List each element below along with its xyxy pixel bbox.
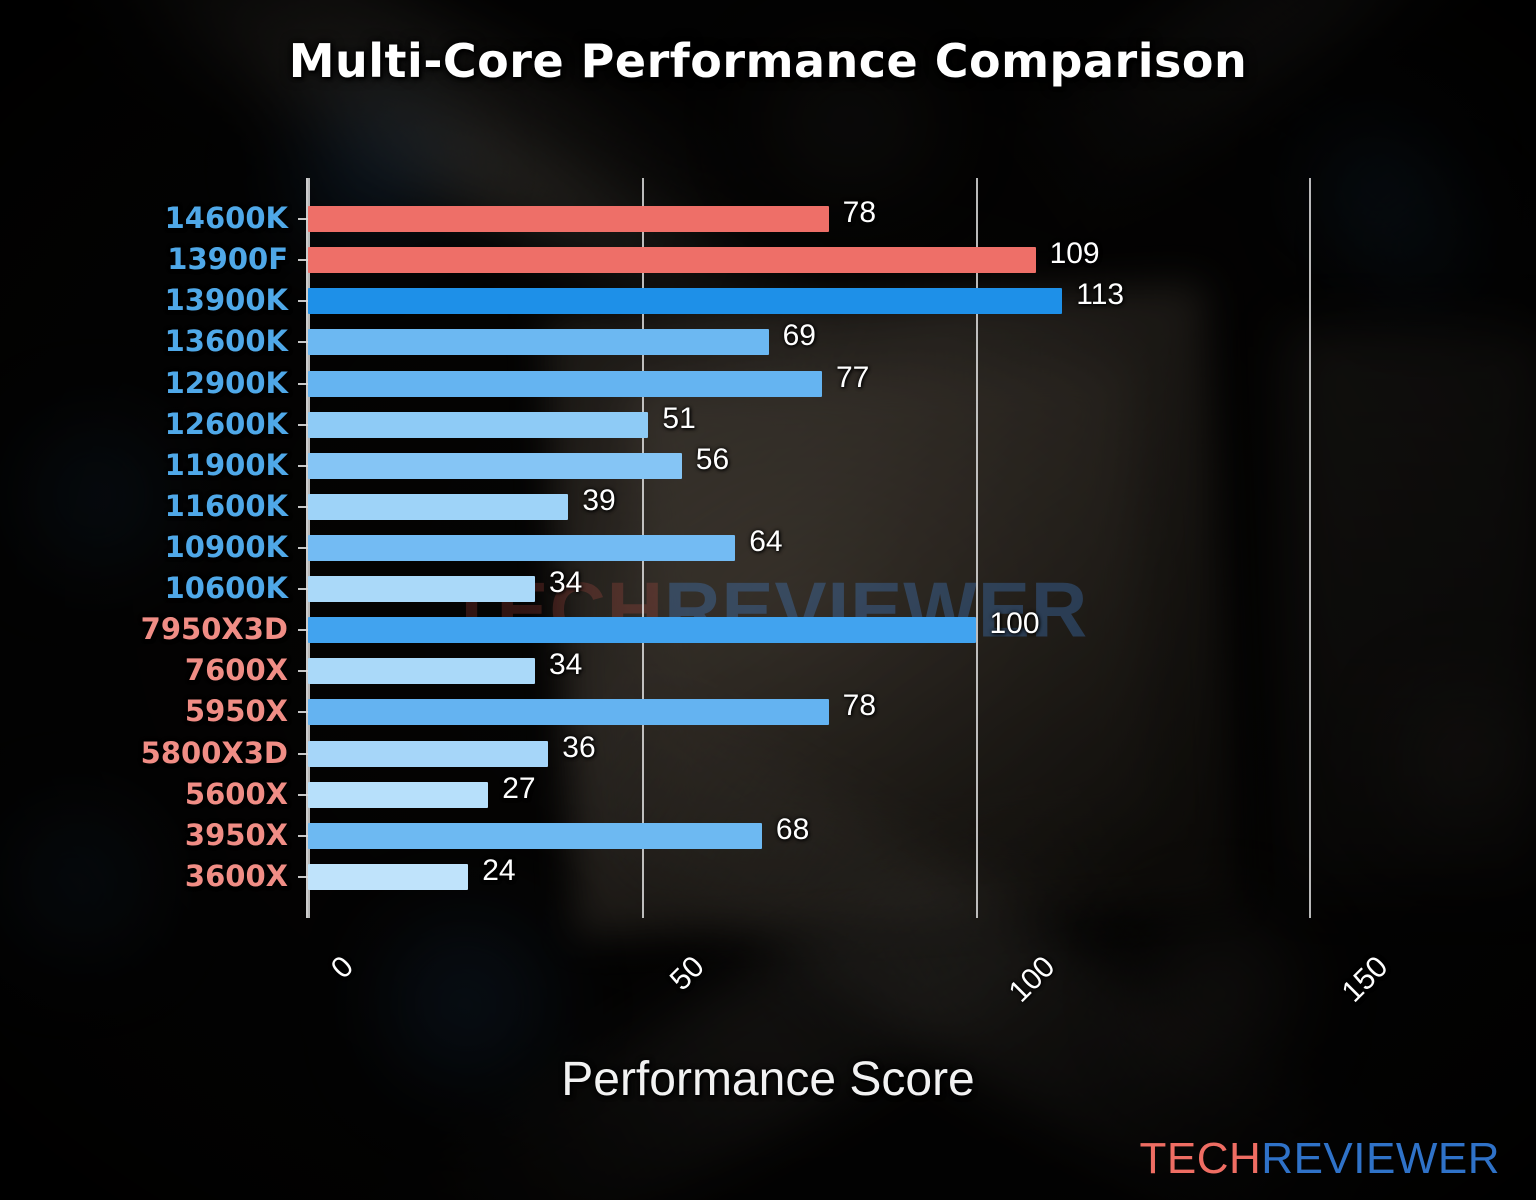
y-axis-label-13600K: 13600K xyxy=(164,324,288,359)
y-axis-label-13900F: 13900F xyxy=(167,242,288,277)
bar-13900K[interactable] xyxy=(308,288,1063,315)
y-axis-label-14600K: 14600K xyxy=(164,201,288,236)
x-tick-label-100: 100 xyxy=(1002,950,1061,1009)
bar-value-11600K: 39 xyxy=(582,483,616,517)
y-tick-11900K xyxy=(298,464,308,467)
y-tick-11600K xyxy=(298,505,308,508)
y-tick-10900K xyxy=(298,547,308,549)
bar-value-14600K: 78 xyxy=(842,196,877,230)
gridline-150 xyxy=(1309,178,1312,918)
y-tick-12600K xyxy=(298,423,308,426)
x-tick-label-0: 0 xyxy=(324,950,361,986)
y-tick-10600K xyxy=(298,588,308,591)
bar-3950X[interactable] xyxy=(308,822,762,849)
y-axis-label-12600K: 12600K xyxy=(164,406,288,441)
bar-value-13900K: 113 xyxy=(1076,278,1125,312)
bar-7950X3D[interactable] xyxy=(308,617,976,644)
bar-value-13900F: 109 xyxy=(1049,237,1100,271)
y-axis-label-5600X: 5600X xyxy=(184,776,288,811)
gridline-100 xyxy=(975,178,978,918)
y-tick-13600K xyxy=(298,341,308,344)
y-axis-label-10600K: 10600K xyxy=(164,571,288,606)
bar-value-11900K: 56 xyxy=(695,442,730,476)
bar-10900K[interactable] xyxy=(308,535,736,561)
y-axis-label-5950X: 5950X xyxy=(184,694,288,729)
bar-value-10600K: 34 xyxy=(548,566,583,600)
bar-value-5950X: 78 xyxy=(842,689,877,723)
bar-value-5800X3D: 36 xyxy=(562,730,596,764)
logo-reviewer: REVIEWER xyxy=(1261,1134,1500,1183)
bar-value-12900K: 77 xyxy=(835,360,870,394)
bar-value-10900K: 64 xyxy=(749,525,783,558)
y-axis-label-10900K: 10900K xyxy=(164,530,288,564)
bar-value-7600X: 34 xyxy=(548,648,583,682)
y-axis-label-11900K: 11900K xyxy=(164,447,288,482)
logo-tech: TECH xyxy=(1139,1134,1262,1183)
y-axis-label-5800X3D: 5800X3D xyxy=(140,735,288,770)
y-tick-3950X xyxy=(298,834,308,837)
x-tick-label-150: 150 xyxy=(1335,950,1395,1009)
bar-value-3950X: 68 xyxy=(775,812,810,846)
y-axis-label-11600K: 11600K xyxy=(164,488,288,523)
bar-value-13600K: 69 xyxy=(782,319,816,353)
x-tick-label-50: 50 xyxy=(663,950,711,997)
bar-5600X[interactable] xyxy=(308,781,489,808)
y-tick-13900F xyxy=(298,259,308,262)
bar-3600X[interactable] xyxy=(308,863,469,890)
y-tick-7600X xyxy=(298,670,308,673)
brand-logo: TECHREVIEWER xyxy=(1140,1134,1500,1184)
y-tick-13900K xyxy=(298,300,308,303)
y-tick-7950X3D xyxy=(298,629,308,632)
bar-value-5600X: 27 xyxy=(502,771,536,805)
plot-area xyxy=(298,178,1376,918)
x-axis-title: Performance Score xyxy=(561,1053,975,1106)
bar-13900F[interactable] xyxy=(308,247,1036,274)
y-tick-5600X xyxy=(298,793,308,796)
y-tick-5950X xyxy=(298,711,308,714)
bar-5950X[interactable] xyxy=(308,699,829,726)
chart-title: Multi-Core Performance Comparison xyxy=(288,34,1248,88)
bar-12900K[interactable] xyxy=(308,370,822,397)
y-axis-label-7950X3D: 7950X3D xyxy=(140,612,288,647)
y-axis-label-3600X: 3600X xyxy=(184,858,288,893)
y-axis-label-13900K: 13900K xyxy=(164,283,288,318)
bar-11600K[interactable] xyxy=(308,493,569,520)
bar-7600X[interactable] xyxy=(308,658,535,685)
y-axis-label-12900K: 12900K xyxy=(164,365,288,400)
y-tick-3600X xyxy=(298,875,308,878)
y-tick-12900K xyxy=(298,382,308,385)
bar-12600K[interactable] xyxy=(308,411,649,438)
bar-value-12600K: 51 xyxy=(662,401,696,435)
bar-value-7950X3D: 100 xyxy=(989,607,1040,641)
y-tick-14600K xyxy=(298,218,308,221)
y-axis-label-3950X: 3950X xyxy=(184,817,288,852)
y-tick-5800X3D xyxy=(298,752,308,755)
bar-10600K[interactable] xyxy=(308,576,535,603)
bar-13600K[interactable] xyxy=(308,329,769,356)
bar-value-3600X: 24 xyxy=(482,853,516,887)
bar-11900K[interactable] xyxy=(308,452,682,479)
bar-5800X3D[interactable] xyxy=(308,740,549,767)
y-axis-label-7600X: 7600X xyxy=(184,653,288,688)
bar-14600K[interactable] xyxy=(308,206,829,233)
